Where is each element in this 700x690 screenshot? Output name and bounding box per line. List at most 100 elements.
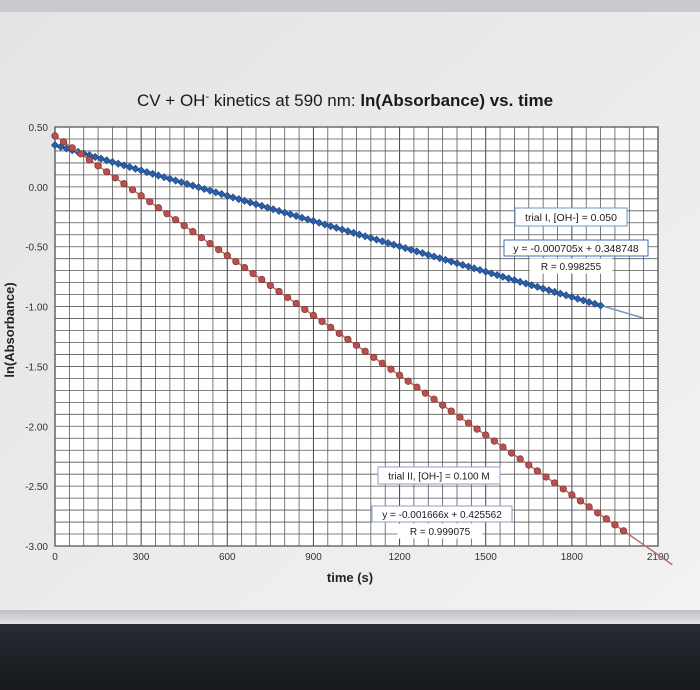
data-point [481, 267, 490, 276]
data-point [320, 220, 329, 229]
data-point [338, 225, 347, 234]
data-point [498, 272, 507, 281]
data-point [349, 228, 358, 237]
chart: CV + OH- kinetics at 590 nm: ln(Absorban… [0, 0, 700, 610]
data-point [301, 305, 309, 314]
data-point [447, 407, 455, 415]
data-point [163, 210, 171, 218]
data-point [125, 163, 134, 172]
data-point [56, 142, 65, 151]
data-point [579, 296, 588, 305]
data-point [326, 222, 335, 231]
data-point [594, 509, 602, 517]
x-tick-label: 300 [133, 552, 150, 563]
data-point [102, 156, 111, 165]
data-point [142, 168, 151, 177]
data-point [335, 329, 343, 337]
data-point [266, 281, 274, 290]
trial-2-label-box [377, 466, 501, 485]
data-point [542, 473, 550, 481]
data-point [482, 431, 490, 439]
data-point [111, 174, 119, 182]
data-point [297, 213, 306, 222]
data-point [490, 437, 498, 445]
data-point [521, 279, 530, 288]
data-point [103, 168, 111, 176]
data-point [51, 132, 59, 140]
data-point [435, 254, 444, 263]
data-point [527, 281, 536, 290]
data-point [96, 154, 105, 163]
data-point [551, 479, 559, 487]
data-point [332, 223, 341, 232]
data-point [119, 161, 128, 170]
y-tick-label: -1.00 [25, 303, 48, 314]
data-point [258, 275, 266, 284]
data-point [352, 341, 361, 349]
data-point [137, 166, 146, 175]
data-point [217, 190, 226, 199]
x-tick-label: 0 [52, 552, 58, 563]
data-point [343, 227, 352, 236]
data-point [421, 389, 430, 397]
data-point [206, 240, 214, 248]
monitor-bezel-edge [0, 610, 700, 624]
plot-area: 0.50 0.00 -0.50 -1.00 -1.50 -2.00 -2.50 -3.00 0 3… [25, 123, 673, 566]
data-point [456, 413, 464, 421]
data-point [389, 240, 398, 249]
data-point [412, 247, 421, 256]
data-point [120, 180, 128, 188]
data-point [576, 497, 585, 505]
data-point [533, 282, 542, 291]
data-point [148, 169, 157, 178]
trial-1-r-squared-box [529, 258, 613, 274]
data-point [464, 262, 473, 271]
data-point [246, 198, 255, 207]
data-point [573, 294, 582, 303]
data-point [137, 192, 145, 200]
trial-1-label-box [514, 207, 628, 227]
y-axis-label: ln(Absorbance) [2, 282, 17, 377]
data-point [395, 371, 404, 379]
trial-2-r-squared: R = 0.999075 [410, 527, 471, 538]
data-point [223, 191, 232, 200]
data-point [327, 323, 335, 331]
data-point [550, 287, 559, 296]
data-point [559, 485, 567, 493]
monitor-bezel [0, 610, 700, 690]
trial-2-equation: y = -0.001666x + 0.425562 [382, 510, 502, 521]
y-tick-label: 0.50 [29, 123, 49, 134]
data-point [200, 184, 209, 194]
data-point [439, 401, 447, 409]
data-point [387, 365, 395, 373]
data-point [452, 259, 462, 268]
data-point [91, 152, 100, 161]
data-point [85, 156, 94, 164]
y-tick-label: -2.00 [25, 422, 48, 433]
data-point [309, 217, 318, 226]
data-point [507, 449, 516, 457]
data-point [274, 206, 283, 215]
data-point [232, 257, 240, 266]
x-tick-label: 2100 [647, 552, 670, 563]
x-tick-label: 1800 [561, 552, 584, 563]
data-point [384, 238, 393, 248]
data-point [229, 193, 238, 202]
data-point [183, 179, 192, 188]
x-tick-label: 900 [305, 552, 322, 563]
data-point [108, 157, 117, 167]
data-point [292, 211, 301, 221]
data-point [154, 171, 163, 180]
data-point [194, 183, 203, 192]
data-point [160, 173, 169, 182]
x-tick-label: 600 [219, 552, 236, 563]
data-point [240, 196, 249, 205]
data-point [177, 178, 186, 187]
data-point [215, 245, 223, 254]
data-point [562, 291, 571, 300]
data-point [567, 292, 576, 302]
data-point [303, 215, 312, 224]
data-point [475, 265, 484, 275]
data-point [180, 222, 188, 230]
